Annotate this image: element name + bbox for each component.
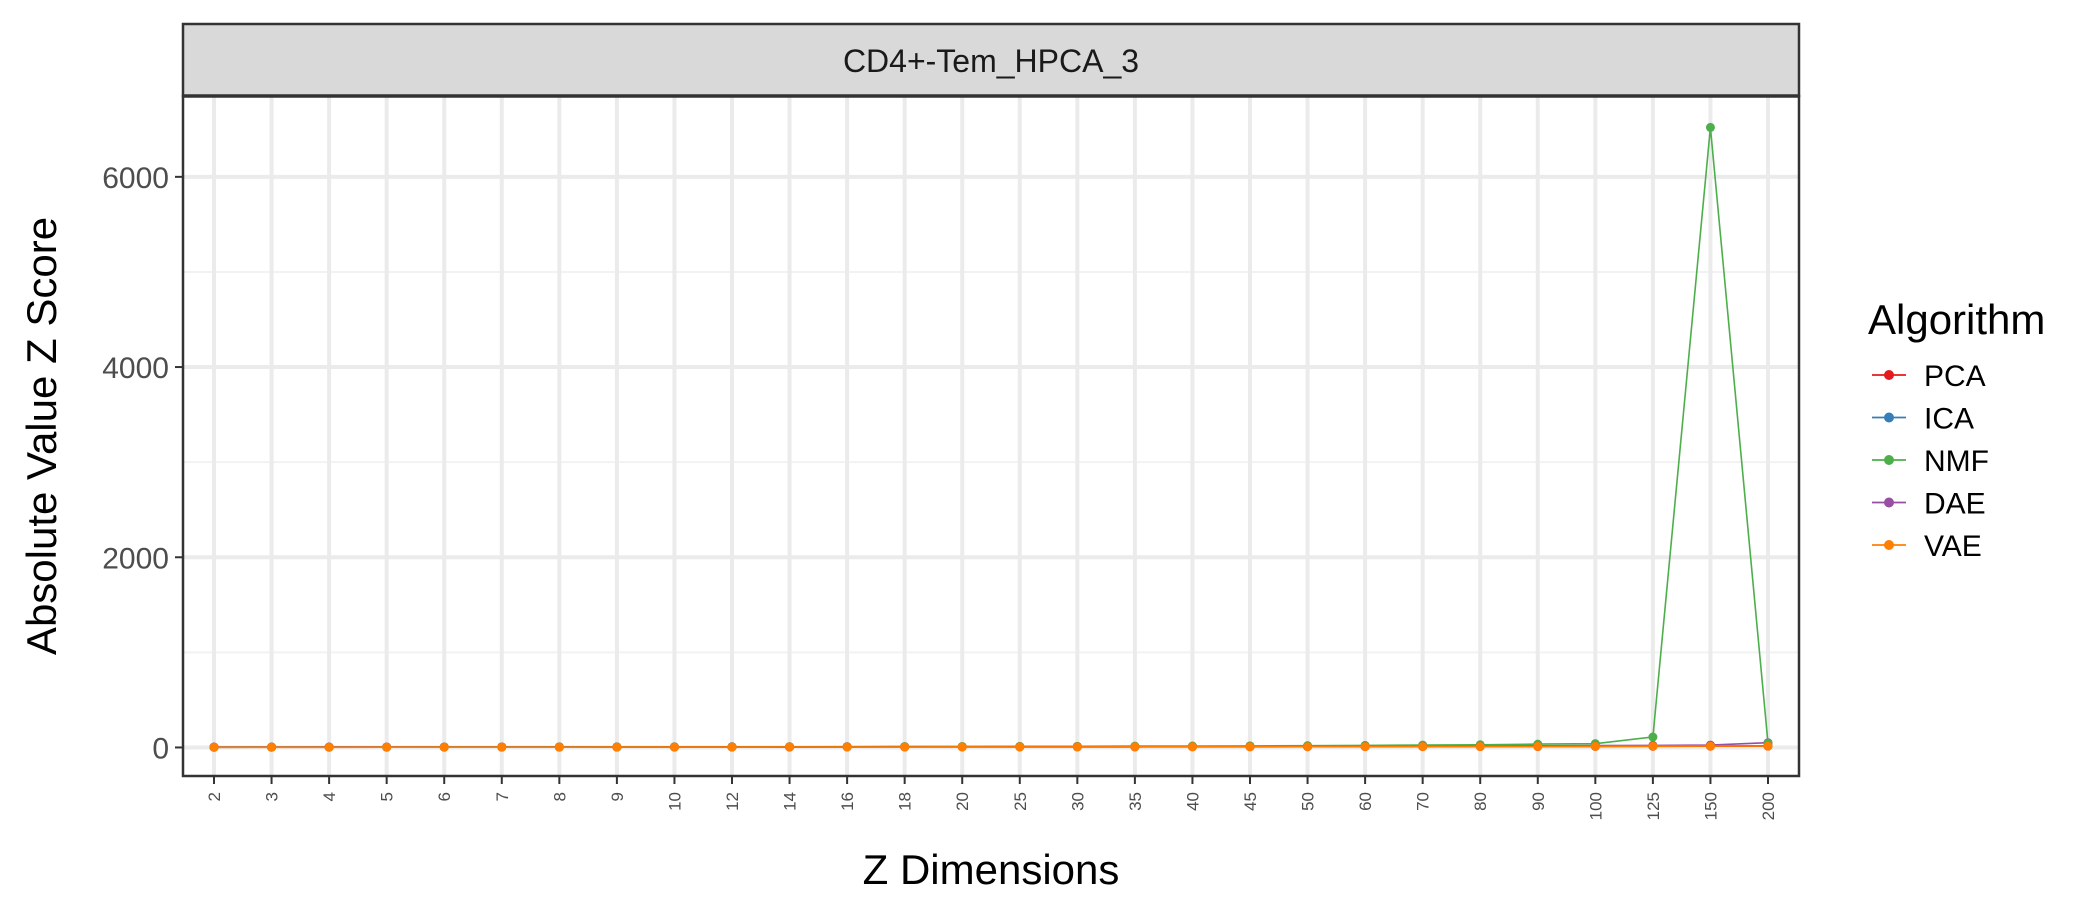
facet-title: CD4+-Tem_HPCA_3 (843, 43, 1139, 79)
y-axis-title: Absolute Value Z Score (18, 217, 65, 655)
data-point-vae (497, 742, 507, 752)
data-point-vae (785, 742, 795, 752)
y-tick-label: 6000 (102, 162, 169, 195)
legend-item-vae: VAE (1872, 530, 1982, 563)
x-axis: 2 3 4 5 6 7 8 9 10 12 14 16 18 20 25 30 35 40 45 50 60 70 80 90… (205, 776, 1778, 820)
data-point-vae (1360, 742, 1370, 752)
data-point-vae (1015, 742, 1025, 752)
x-tick-label: 16 (838, 792, 857, 811)
x-tick-label: 70 (1414, 792, 1433, 811)
data-point-vae (267, 742, 277, 752)
data-point-nmf (1705, 122, 1715, 132)
data-point-vae (1705, 741, 1715, 751)
facet-strip (181, 22, 1801, 98)
x-tick-label: 50 (1299, 792, 1318, 811)
data-point-vae (382, 742, 392, 752)
data-point-vae (209, 742, 219, 752)
x-tick-label: 100 (1586, 792, 1605, 820)
legend-title: Algorithm (1868, 296, 2045, 343)
legend-item-nmf: NMF (1872, 445, 1989, 478)
data-point-vae (1533, 741, 1543, 751)
data-point-vae (612, 742, 622, 752)
series-line-vae (214, 745, 1769, 749)
legend-item-pca: PCA (1872, 360, 1986, 393)
y-tick-label: 0 (152, 732, 169, 765)
x-tick-label: 90 (1529, 792, 1548, 811)
x-tick-label: 8 (550, 792, 569, 801)
legend-key-point (1884, 540, 1894, 550)
x-tick-label: 40 (1183, 792, 1202, 811)
legend-label: NMF (1924, 445, 1989, 478)
x-tick-label: 150 (1701, 792, 1720, 820)
data-point-vae (1648, 741, 1658, 751)
grid-major (183, 96, 1799, 776)
data-point-vae (1418, 742, 1428, 752)
series-layer (209, 122, 1773, 752)
x-tick-label: 14 (781, 792, 800, 811)
x-tick-label: 9 (608, 792, 627, 801)
data-point-vae (842, 742, 852, 752)
x-tick-label: 35 (1126, 792, 1145, 811)
data-point-vae (1475, 742, 1485, 752)
legend-label: DAE (1924, 488, 1986, 521)
data-point-vae (957, 742, 967, 752)
data-point-vae (669, 742, 679, 752)
x-tick-label: 6 (435, 792, 454, 801)
y-tick-label: 2000 (102, 542, 169, 575)
x-tick-label: 12 (723, 792, 742, 811)
legend-label: PCA (1924, 360, 1986, 393)
data-point-vae (439, 742, 449, 752)
x-tick-label: 4 (320, 792, 339, 801)
x-tick-label: 60 (1356, 792, 1375, 811)
legend-label: VAE (1924, 530, 1982, 563)
data-point-vae (900, 742, 910, 752)
x-tick-label: 7 (493, 792, 512, 801)
x-tick-label: 25 (1011, 792, 1030, 811)
x-tick-label: 20 (953, 792, 972, 811)
legend-item-ica: ICA (1872, 403, 1974, 436)
x-tick-label: 200 (1759, 792, 1778, 820)
x-tick-label: 125 (1644, 792, 1663, 820)
x-tick-label: 3 (263, 792, 282, 801)
data-point-vae (1072, 742, 1082, 752)
legend-key-point (1884, 455, 1894, 465)
legend-label: ICA (1924, 403, 1974, 436)
grid-minor (183, 270, 1799, 654)
legend-key-point (1884, 370, 1894, 380)
series-vae (209, 741, 1773, 752)
x-tick-label: 18 (896, 792, 915, 811)
data-point-vae (554, 742, 564, 752)
x-axis-title: Z Dimensions (863, 846, 1120, 893)
data-point-vae (1130, 742, 1140, 752)
data-point-nmf (1648, 732, 1658, 742)
y-axis: 0 2000 4000 6000 (102, 162, 183, 765)
data-point-vae (727, 742, 737, 752)
x-tick-label: 10 (665, 792, 684, 811)
data-point-vae (1245, 742, 1255, 752)
legend: Algorithm PCA ICA NMF DAE VAE (1868, 296, 2045, 563)
data-point-vae (1763, 741, 1773, 751)
x-tick-label: 5 (378, 792, 397, 801)
data-point-vae (1303, 742, 1313, 752)
y-tick-label: 4000 (102, 352, 169, 385)
data-point-vae (324, 742, 334, 752)
x-tick-label: 45 (1241, 792, 1260, 811)
data-point-vae (1187, 742, 1197, 752)
legend-key-point (1884, 497, 1894, 508)
x-tick-label: 80 (1471, 792, 1490, 811)
x-tick-label: 30 (1068, 792, 1087, 811)
legend-item-dae: DAE (1872, 488, 1986, 521)
x-tick-label: 2 (205, 792, 224, 801)
plot-panel (183, 96, 1799, 776)
legend-key-point (1884, 412, 1894, 423)
data-point-vae (1590, 741, 1600, 751)
